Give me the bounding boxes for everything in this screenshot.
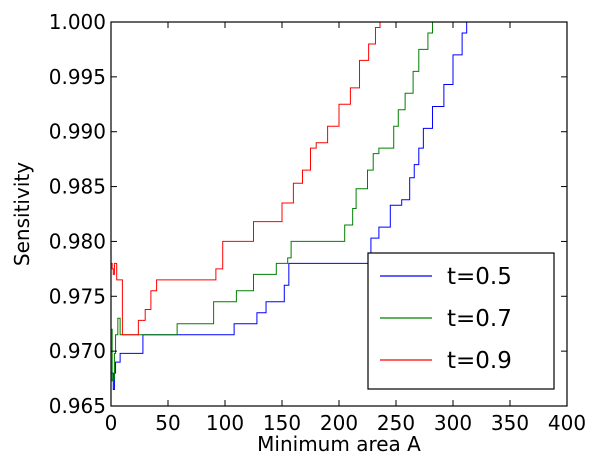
x-tick-label: 100 (206, 411, 244, 435)
y-tick-label: 0.995 (49, 65, 106, 89)
x-tick-label: 50 (155, 411, 180, 435)
y-tick-label: 0.970 (49, 339, 106, 363)
legend: t=0.5 t=0.7 t=0.9 (367, 252, 555, 390)
y-tick-label: 0.980 (49, 229, 106, 253)
x-tick-label: 350 (491, 411, 529, 435)
y-axis-label: Sensitivity (10, 162, 34, 266)
ticks-layer: 0 50 100 150 200 250 300 350 400 0.965 0.970 0.975 0… (49, 10, 586, 435)
legend-label-2: t=0.7 (447, 306, 512, 332)
legend-label-1: t=0.5 (447, 264, 512, 290)
y-tick-label: 0.965 (49, 394, 106, 418)
x-axis-label: Minimum area A (257, 432, 421, 456)
y-tick-label: 0.990 (49, 120, 106, 144)
x-tick-label: 400 (548, 411, 586, 435)
y-tick-label: 0.975 (49, 284, 106, 308)
x-tick-label: 150 (263, 411, 301, 435)
series-line-2 (111, 21, 567, 382)
y-tick-label: 0.985 (49, 175, 106, 199)
x-tick-label: 200 (320, 411, 358, 435)
series-line-3 (111, 21, 567, 336)
x-tick-label: 250 (377, 411, 415, 435)
y-tick-label: 1.000 (49, 10, 106, 34)
legend-label-3: t=0.9 (447, 348, 512, 374)
x-tick-label: 0 (105, 411, 118, 435)
x-tick-label: 300 (434, 411, 472, 435)
